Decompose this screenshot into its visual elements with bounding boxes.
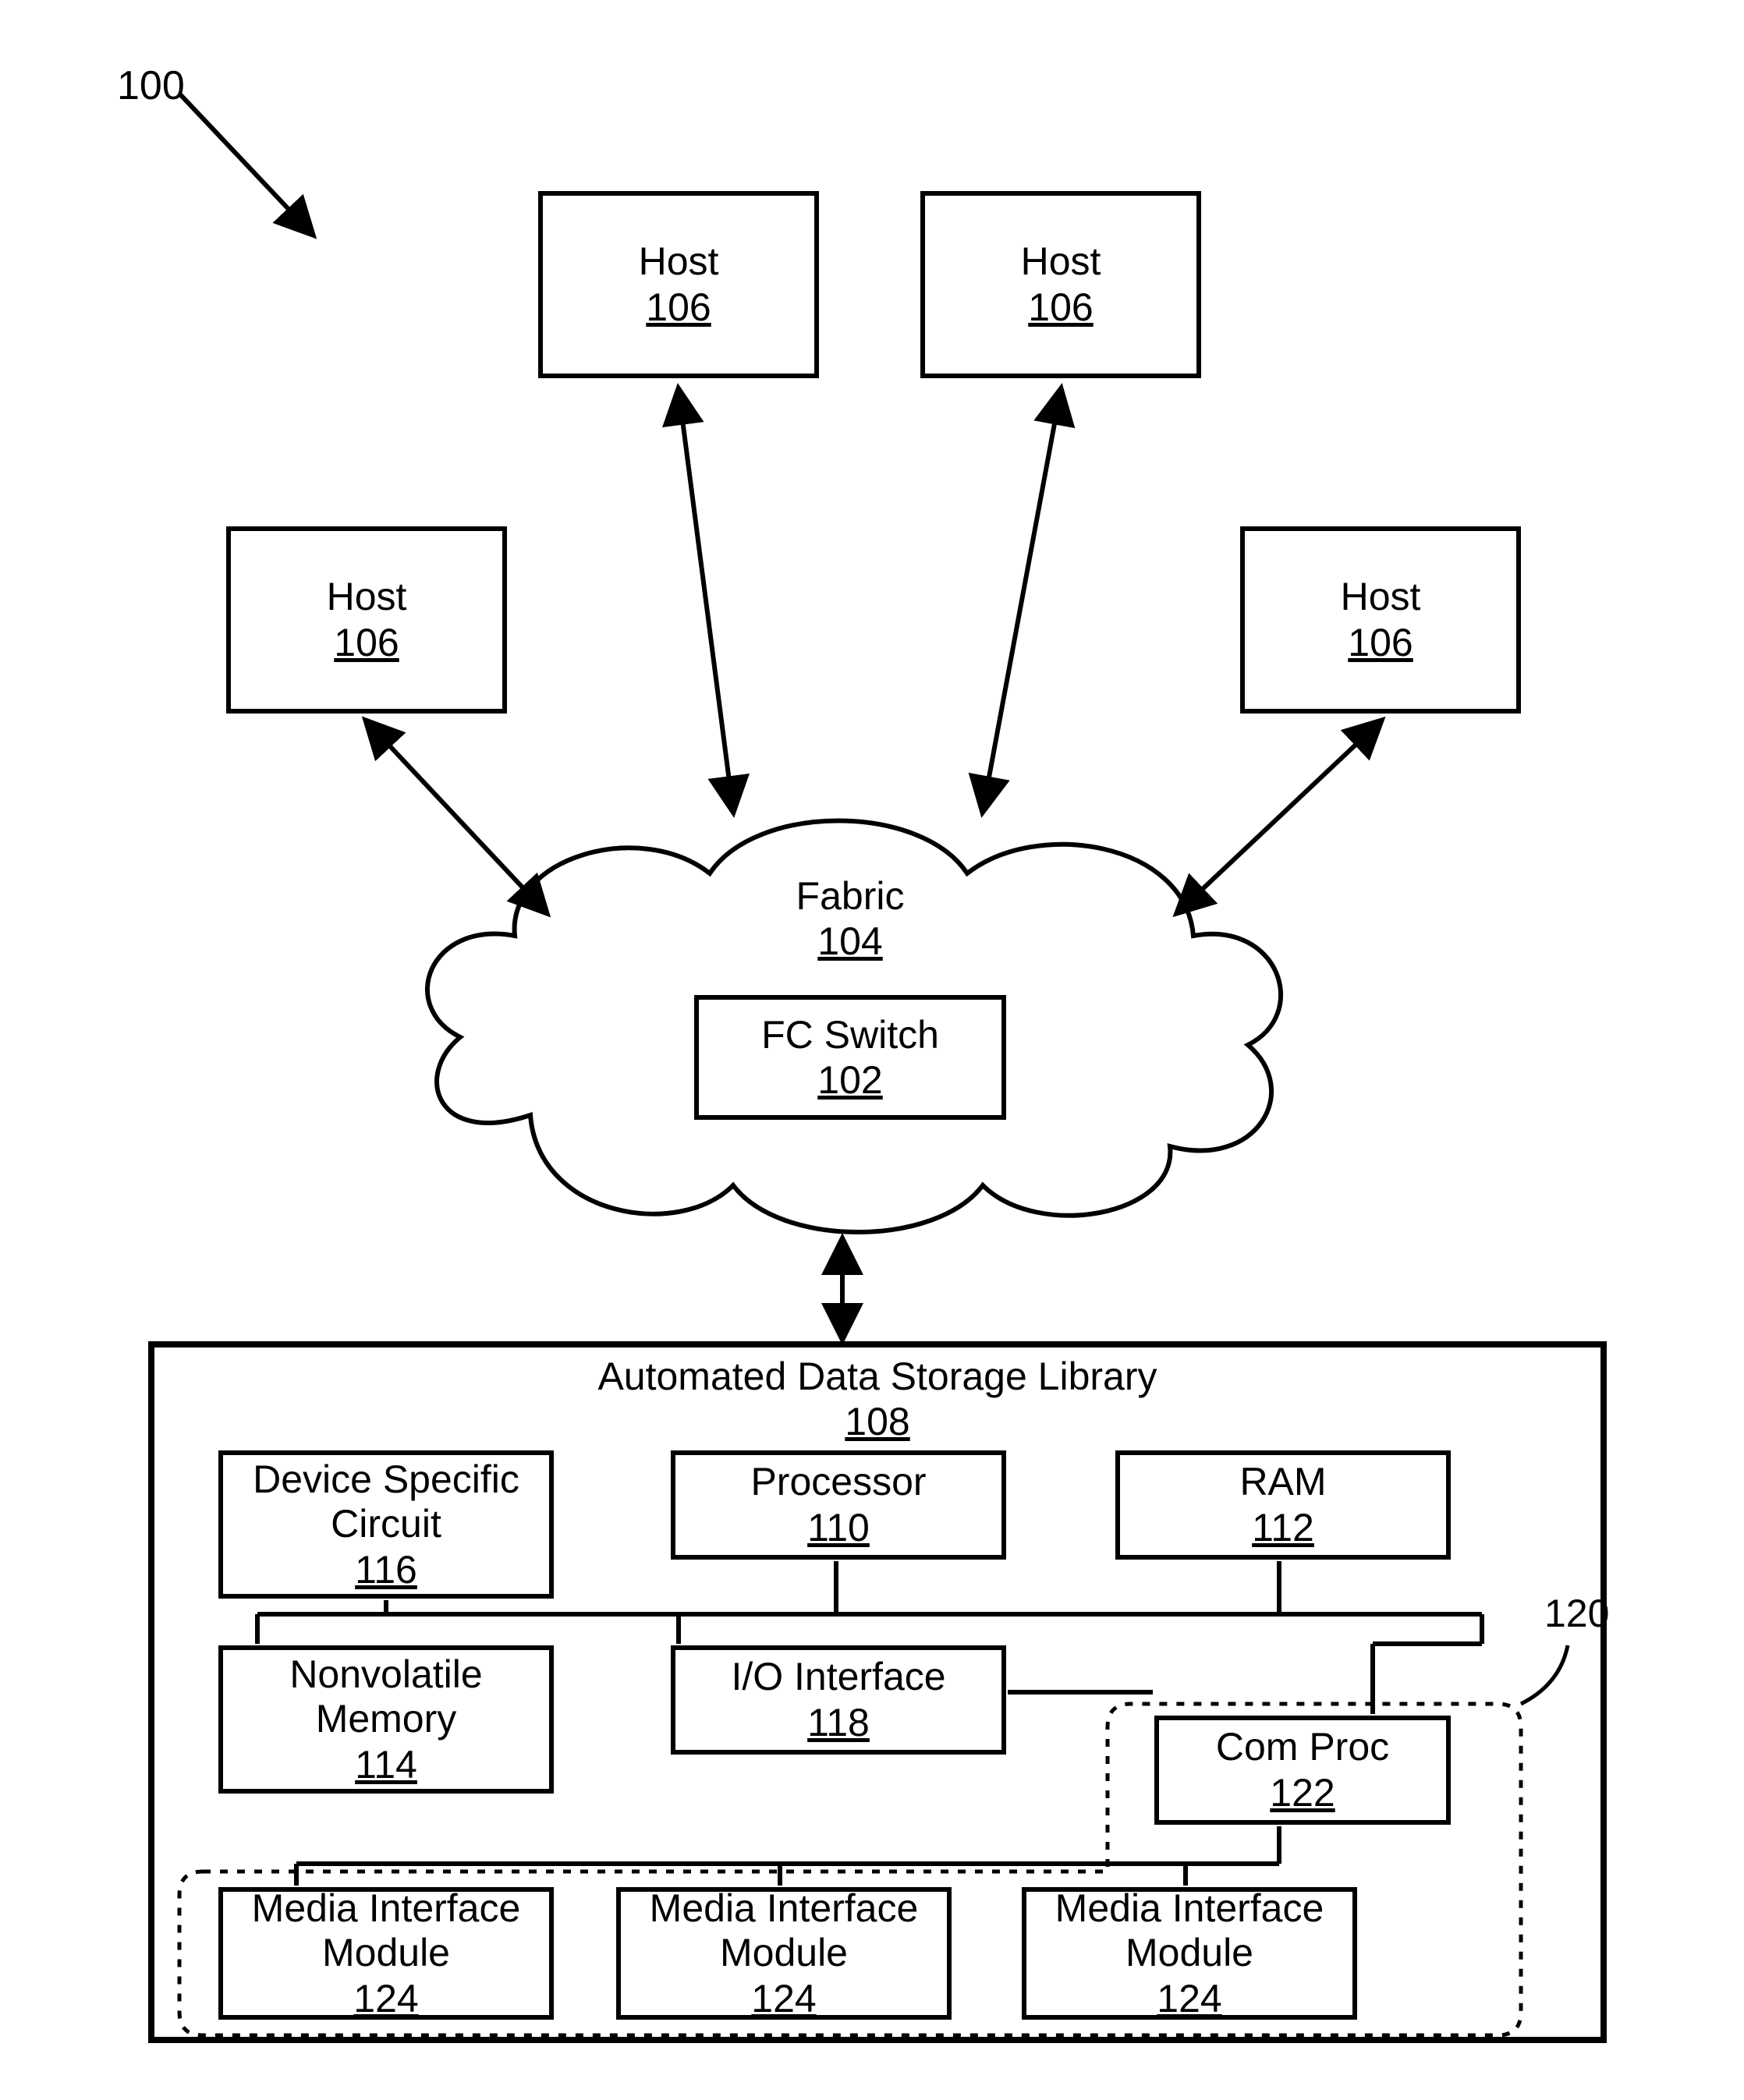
host-ref: 106 (1028, 285, 1093, 330)
fc-switch-label: FC Switch (761, 1012, 939, 1057)
library-ref: 108 (154, 1399, 1600, 1444)
ram-label: RAM (1239, 1460, 1326, 1505)
media-interface-module-box-1: Media Interface Module 124 (218, 1887, 554, 2020)
nonvolatile-memory-box: Nonvolatile Memory 114 (218, 1645, 554, 1794)
dsc-label: Device Specific Circuit (223, 1457, 549, 1547)
host-box-3: Host 106 (920, 191, 1201, 378)
host-ref: 106 (1348, 620, 1413, 665)
fc-switch-box: FC Switch 102 (694, 995, 1006, 1120)
media-interface-module-box-2: Media Interface Module 124 (616, 1887, 952, 2020)
fabric-cloud: Fabric 104 FC Switch 102 (390, 780, 1310, 1248)
nvmem-label: Nonvolatile Memory (223, 1652, 549, 1742)
media-interface-module-box-3: Media Interface Module 124 (1022, 1887, 1357, 2020)
dashed-region-ref-label: 120 (1544, 1591, 1609, 1636)
host-box-4: Host 106 (1240, 526, 1521, 714)
host-ref: 106 (646, 285, 711, 330)
host-box-2: Host 106 (538, 191, 819, 378)
host-label: Host (327, 575, 407, 620)
host-ref: 106 (334, 620, 399, 665)
fabric-content: Fabric 104 FC Switch 102 (390, 780, 1310, 1248)
figure-pointer-arrow (179, 94, 312, 234)
nvmem-ref: 114 (355, 1742, 417, 1787)
fabric-label: Fabric (796, 873, 905, 919)
dsc-ref: 116 (355, 1547, 417, 1592)
host-label: Host (1021, 239, 1101, 285)
comproc-ref: 122 (1270, 1770, 1335, 1815)
comproc-label: Com Proc (1216, 1725, 1389, 1770)
mim-label: Media Interface Module (223, 1886, 549, 1976)
mim-ref: 124 (751, 1976, 816, 2021)
mim-label: Media Interface Module (621, 1886, 947, 1976)
mim-label: Media Interface Module (1026, 1886, 1352, 1976)
figure-reference-label: 100 (117, 62, 185, 109)
io-interface-box: I/O Interface 118 (671, 1645, 1006, 1755)
host-label: Host (1341, 575, 1421, 620)
mim-ref: 124 (1157, 1976, 1221, 2021)
fc-switch-ref: 102 (817, 1057, 882, 1103)
diagram-stage: { "colors": { "stroke": "#000000", "bg":… (0, 0, 1744, 2100)
io-ref: 118 (807, 1700, 870, 1745)
host-label: Host (639, 239, 719, 285)
processor-box: Processor 110 (671, 1450, 1006, 1560)
fabric-ref: 104 (817, 919, 882, 964)
processor-label: Processor (750, 1460, 926, 1505)
mim-ref: 124 (353, 1976, 418, 2021)
host-box-1: Host 106 (226, 526, 507, 714)
com-proc-box: Com Proc 122 (1154, 1716, 1451, 1825)
ram-ref: 112 (1252, 1505, 1314, 1550)
library-title: Automated Data Storage Library (154, 1347, 1600, 1399)
processor-ref: 110 (807, 1505, 870, 1550)
connector-host2-fabric (679, 390, 733, 811)
connector-host3-fabric (983, 390, 1061, 811)
io-label: I/O Interface (731, 1655, 945, 1700)
ram-box: RAM 112 (1115, 1450, 1451, 1560)
device-specific-circuit-box: Device Specific Circuit 116 (218, 1450, 554, 1599)
